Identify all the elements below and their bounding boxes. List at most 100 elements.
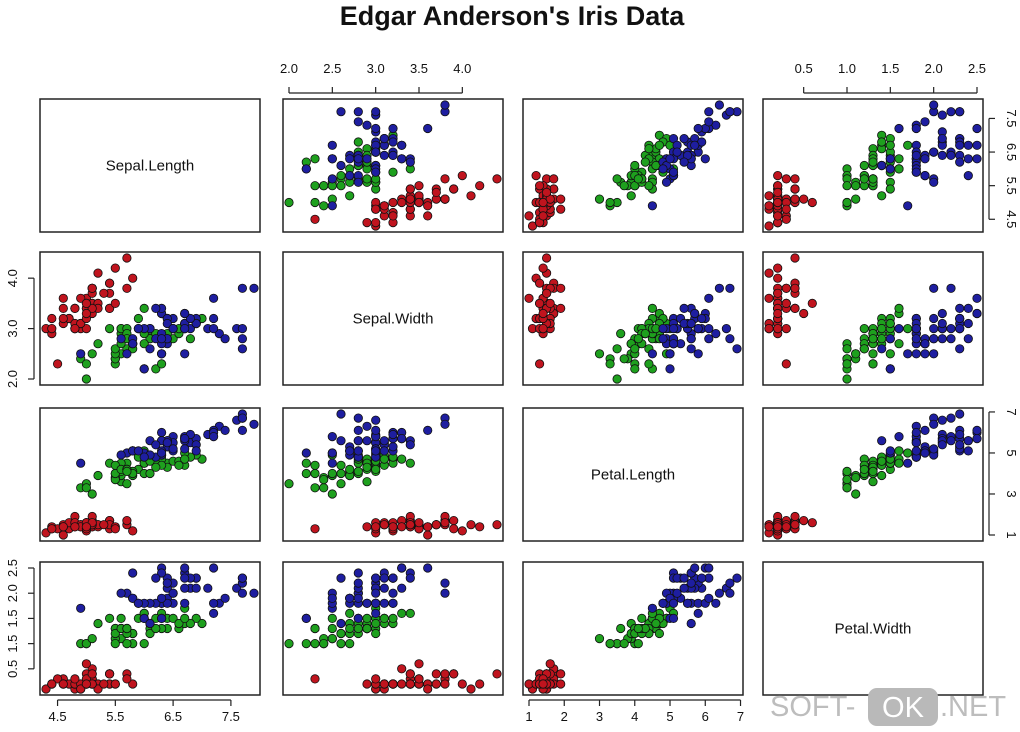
point-setosa (541, 187, 552, 197)
watermark-badge (868, 688, 938, 726)
point-virginica (668, 323, 679, 334)
point-setosa (449, 669, 459, 679)
point-versicolor (405, 458, 415, 468)
point-virginica (371, 608, 381, 619)
point-setosa (492, 520, 502, 530)
point-setosa (790, 520, 800, 530)
right-axis-tick-label: 7.5 (1004, 109, 1019, 127)
point-virginica (353, 593, 363, 603)
point-virginica (362, 598, 372, 608)
point-setosa (99, 520, 109, 530)
point-setosa (524, 293, 534, 303)
point-virginica (929, 349, 939, 359)
point-setosa (81, 308, 92, 319)
point-setosa (105, 303, 115, 313)
point-versicolor (362, 174, 372, 184)
point-versicolor (345, 608, 355, 619)
point-versicolor (145, 468, 155, 479)
point-versicolor (180, 454, 190, 464)
point-virginica (946, 436, 956, 446)
point-virginica (180, 433, 190, 444)
point-versicolor (185, 334, 195, 344)
point-versicolor (81, 359, 92, 369)
point-virginica (76, 349, 86, 359)
point-versicolor (868, 349, 878, 359)
point-virginica (327, 593, 337, 603)
watermark-left: SOFT- (770, 691, 855, 723)
point-versicolor (371, 628, 381, 639)
point-versicolor (654, 140, 665, 150)
left-axis-tick-label: 2.5 (5, 559, 20, 577)
panel-frame (39, 407, 261, 542)
top-axis-tick-label: 1.5 (881, 61, 899, 76)
point-setosa (310, 674, 320, 684)
point-versicolor (630, 160, 640, 171)
point-versicolor (647, 303, 658, 313)
point-versicolor (81, 374, 92, 384)
point-virginica (955, 429, 965, 440)
point-versicolor (877, 191, 887, 201)
point-virginica (379, 134, 389, 144)
point-virginica (327, 458, 337, 468)
point-setosa (773, 323, 783, 334)
point-virginica (388, 442, 398, 452)
panel-r1-c1: Sepal.Width (282, 251, 504, 386)
left-axis-tick-label: 2.0 (5, 584, 20, 602)
point-setosa (440, 174, 450, 184)
point-virginica (362, 436, 372, 446)
point-virginica (327, 201, 337, 211)
point-virginica (963, 154, 973, 164)
point-versicolor (379, 454, 389, 464)
point-setosa (773, 308, 783, 319)
point-versicolor (110, 344, 120, 354)
point-setosa (397, 522, 407, 532)
point-virginica (327, 140, 337, 150)
point-setosa (58, 313, 68, 324)
bottom-axis-tick-label: 5 (666, 709, 673, 724)
point-virginica (379, 573, 389, 583)
point-versicolor (139, 638, 149, 649)
panel-r2-c0 (39, 407, 261, 542)
point-setosa (388, 197, 398, 208)
point-setosa (475, 522, 485, 532)
point-versicolor (842, 359, 852, 369)
panel-r0-c0: Sepal.Length (39, 98, 261, 233)
point-virginica (371, 107, 381, 117)
point-virginica (704, 563, 714, 573)
point-virginica (711, 328, 721, 339)
point-versicolor (868, 477, 878, 487)
point-virginica (209, 563, 219, 573)
point-virginica (955, 303, 965, 313)
point-setosa (545, 298, 555, 308)
point-setosa (70, 323, 80, 334)
point-setosa (492, 669, 502, 679)
point-versicolor (842, 374, 852, 384)
point-virginica (911, 427, 921, 438)
point-virginica (116, 588, 126, 598)
point-virginica (440, 100, 450, 110)
point-virginica (157, 448, 167, 458)
point-virginica (929, 444, 939, 454)
point-virginica (232, 583, 242, 593)
point-virginica (937, 150, 947, 160)
point-setosa (87, 669, 97, 679)
point-versicolor (319, 201, 329, 211)
point-virginica (877, 436, 887, 446)
point-virginica (937, 440, 947, 450)
panel-frame (762, 98, 984, 233)
point-versicolor (151, 623, 161, 634)
panel-r2-c3 (762, 407, 984, 542)
panel-frame (522, 251, 744, 386)
point-versicolor (174, 618, 184, 629)
point-virginica (353, 446, 363, 456)
left-axis-tick-label: 2.0 (5, 370, 20, 388)
point-virginica (405, 440, 415, 450)
point-virginica (128, 339, 138, 349)
point-versicolor (197, 618, 207, 629)
point-versicolor (87, 489, 97, 499)
point-virginica (388, 588, 398, 598)
left-axis-tick-label: 4.0 (5, 269, 20, 287)
point-setosa (773, 273, 783, 283)
point-setosa (799, 308, 809, 319)
point-virginica (903, 458, 913, 468)
